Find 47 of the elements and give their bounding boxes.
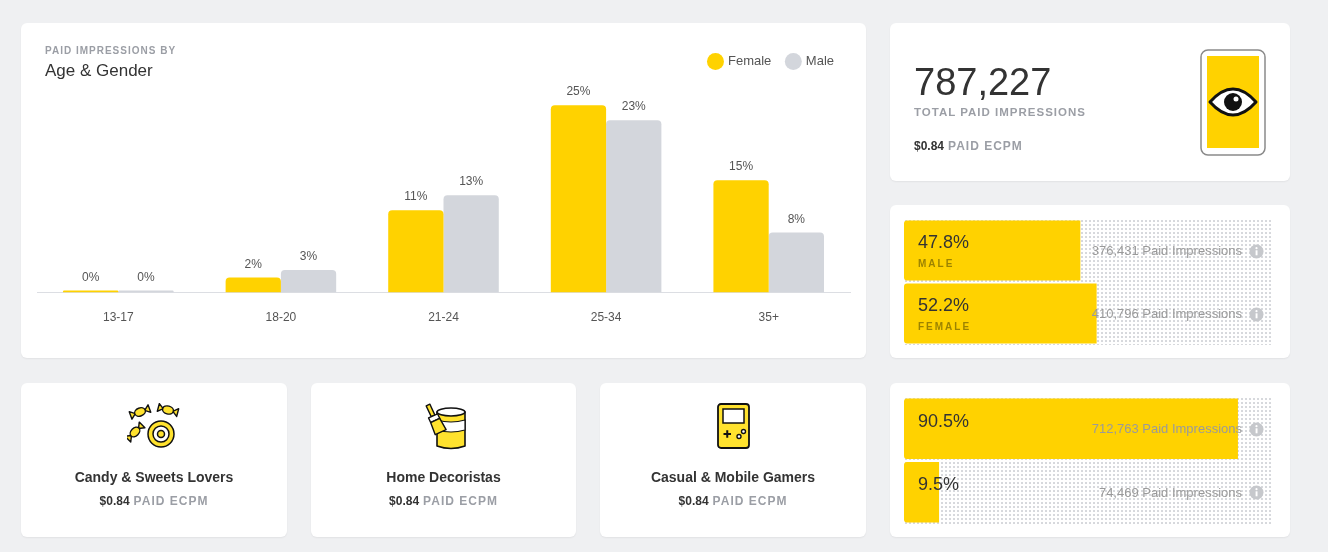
text: 787,227 — [914, 61, 1052, 103]
bar — [388, 210, 444, 293]
text: $0.84 — [389, 494, 420, 508]
data-label: 15% — [729, 159, 754, 174]
annotation: 376,431 Paid Impressions — [1091, 243, 1243, 259]
bar — [768, 232, 824, 293]
x-tick-label: 13-17 — [102, 310, 134, 325]
bar — [713, 180, 769, 293]
data-label: 0% — [137, 269, 155, 284]
bar — [443, 195, 499, 293]
data-label: 47.8% — [918, 232, 970, 253]
text: Candy & Sweets Lovers — [73, 469, 235, 485]
bar — [225, 277, 281, 293]
x-tick-label: 18-20 — [265, 310, 297, 325]
x-tick-label: 21-24 — [428, 310, 460, 325]
data-label: 90.5% — [918, 410, 970, 431]
data-label: 13% — [459, 174, 484, 189]
text: $0.84 — [678, 494, 709, 508]
chart-title: Age & Gender — [45, 61, 153, 81]
y-tick-label: MALE — [918, 258, 955, 270]
bar — [606, 120, 662, 293]
data-label: 11% — [404, 189, 428, 204]
text: TOTAL PAID IMPRESSIONS — [914, 106, 1086, 118]
text: PAID ECPM — [423, 494, 498, 508]
y-tick-label: FEMALE — [918, 321, 972, 333]
text: Home Decoristas — [385, 469, 502, 485]
x-tick-label: 35+ — [758, 310, 779, 325]
bar — [280, 270, 337, 293]
text: PAID ECPM — [133, 494, 209, 508]
data-label: 0% — [81, 269, 100, 284]
text: $0.84 — [99, 494, 130, 508]
data-label: 2% — [244, 256, 263, 271]
legend-label: Male — [805, 53, 835, 69]
legend-label: Female — [727, 53, 772, 69]
data-label: 52.2% — [918, 295, 970, 316]
annotation: 74,469 Paid Impressions — [1098, 484, 1243, 500]
text: $0.84 — [914, 139, 945, 153]
data-label: 8% — [787, 211, 806, 226]
x-tick-label: 25-34 — [590, 310, 622, 325]
bar — [550, 105, 607, 293]
data-label: 3% — [299, 249, 318, 264]
text: PAID ECPM — [948, 139, 1023, 153]
chart-subtitle: PAID IMPRESSIONS BY — [45, 45, 177, 56]
text: PAID ECPM — [712, 494, 788, 508]
text: Casual & Mobile Gamers — [649, 469, 817, 485]
data-label: 25% — [566, 84, 591, 99]
data-label: 23% — [621, 99, 647, 114]
